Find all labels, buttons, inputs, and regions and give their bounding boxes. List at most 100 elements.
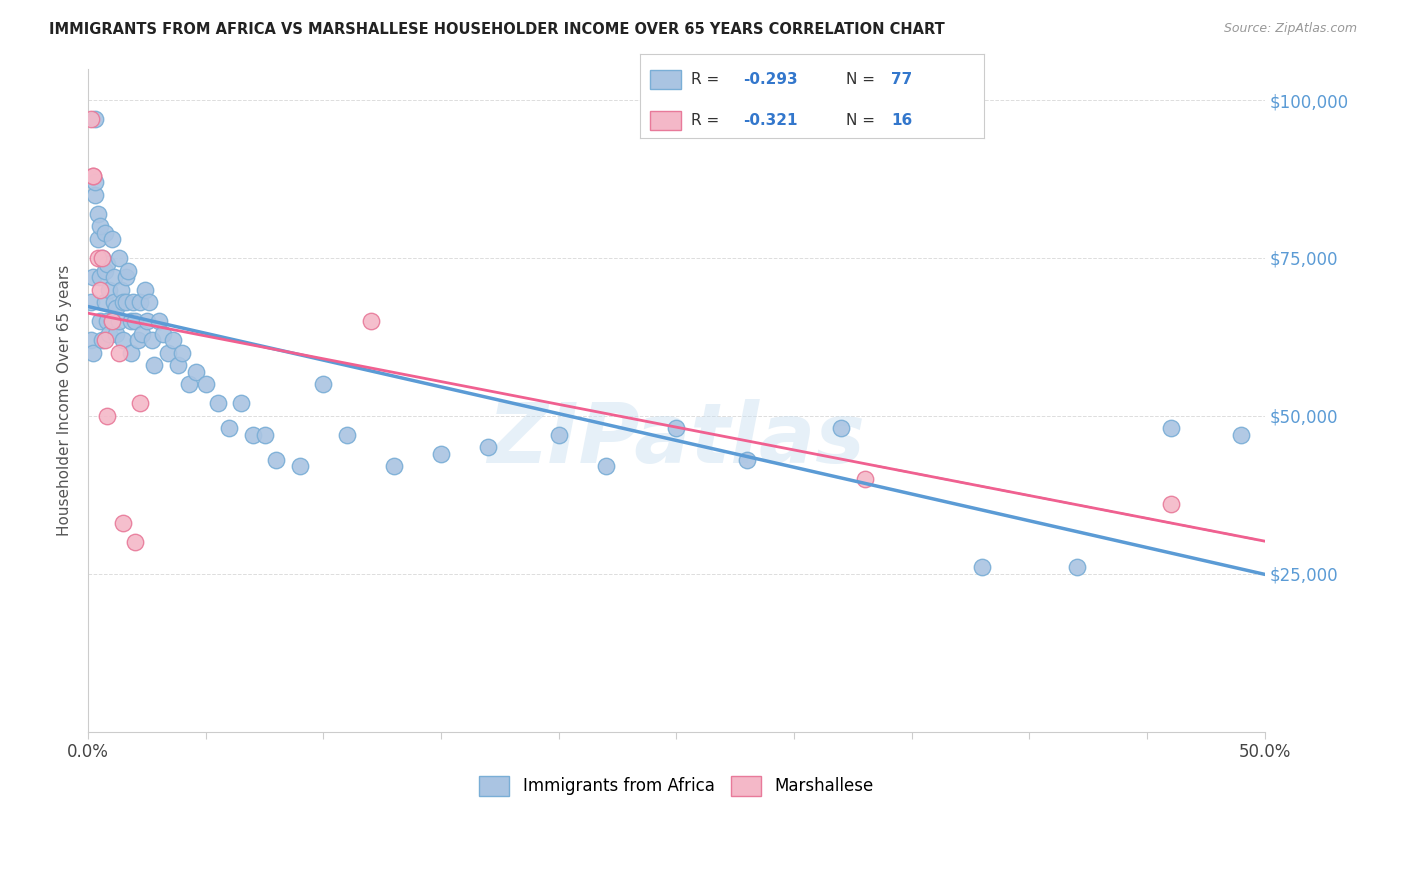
Point bbox=[91, 333, 114, 347]
Point bbox=[100, 232, 122, 246]
Point bbox=[79, 112, 101, 126]
Point bbox=[1066, 560, 1088, 574]
Point bbox=[312, 377, 335, 392]
Point bbox=[124, 314, 146, 328]
Point bbox=[89, 269, 111, 284]
Text: Source: ZipAtlas.com: Source: ZipAtlas.com bbox=[1223, 22, 1357, 36]
Point bbox=[179, 377, 201, 392]
Point bbox=[665, 421, 688, 435]
Point bbox=[96, 314, 118, 328]
Point bbox=[547, 427, 569, 442]
Point bbox=[229, 396, 252, 410]
Point bbox=[124, 535, 146, 549]
Point bbox=[266, 453, 288, 467]
Point bbox=[121, 295, 143, 310]
Point bbox=[166, 359, 188, 373]
Point bbox=[735, 453, 758, 467]
Text: IMMIGRANTS FROM AFRICA VS MARSHALLESE HOUSEHOLDER INCOME OVER 65 YEARS CORRELATI: IMMIGRANTS FROM AFRICA VS MARSHALLESE HO… bbox=[49, 22, 945, 37]
Point bbox=[138, 295, 160, 310]
Y-axis label: Householder Income Over 65 years: Householder Income Over 65 years bbox=[58, 264, 72, 536]
Point bbox=[242, 427, 264, 442]
Point bbox=[141, 333, 163, 347]
Point bbox=[360, 314, 382, 328]
Point bbox=[143, 359, 166, 373]
Point bbox=[107, 251, 129, 265]
Point bbox=[112, 333, 135, 347]
Point bbox=[131, 326, 153, 341]
Text: 16: 16 bbox=[891, 113, 912, 128]
Point bbox=[96, 257, 118, 271]
Point bbox=[91, 251, 114, 265]
Point bbox=[110, 283, 132, 297]
Text: ZIPatlas: ZIPatlas bbox=[488, 400, 866, 480]
Point bbox=[1160, 497, 1182, 511]
Point bbox=[98, 326, 121, 341]
Point bbox=[186, 365, 208, 379]
Point bbox=[117, 263, 139, 277]
Point bbox=[84, 175, 107, 189]
Point bbox=[1230, 427, 1253, 442]
Point bbox=[89, 314, 111, 328]
Point bbox=[120, 345, 142, 359]
Point bbox=[120, 314, 142, 328]
Point bbox=[972, 560, 994, 574]
Point bbox=[477, 441, 499, 455]
Point bbox=[86, 232, 108, 246]
Point bbox=[86, 207, 108, 221]
Point bbox=[127, 333, 149, 347]
Point bbox=[105, 301, 128, 316]
Point bbox=[134, 283, 156, 297]
Point bbox=[79, 295, 101, 310]
Text: -0.321: -0.321 bbox=[744, 113, 797, 128]
Point bbox=[162, 333, 184, 347]
Text: -0.293: -0.293 bbox=[744, 72, 797, 87]
Point bbox=[91, 251, 114, 265]
Point bbox=[96, 409, 118, 423]
Point bbox=[114, 295, 136, 310]
Point bbox=[100, 314, 122, 328]
Point bbox=[82, 169, 104, 183]
Point bbox=[207, 396, 229, 410]
Point bbox=[288, 459, 311, 474]
Point bbox=[114, 269, 136, 284]
Point bbox=[103, 269, 125, 284]
Point bbox=[172, 345, 194, 359]
Point bbox=[194, 377, 217, 392]
FancyBboxPatch shape bbox=[650, 112, 681, 130]
Point bbox=[82, 169, 104, 183]
Point bbox=[129, 396, 152, 410]
Point bbox=[98, 283, 121, 297]
Point bbox=[382, 459, 405, 474]
Point bbox=[93, 263, 115, 277]
FancyBboxPatch shape bbox=[650, 70, 681, 89]
Point bbox=[89, 283, 111, 297]
Point bbox=[82, 269, 104, 284]
Point bbox=[430, 447, 453, 461]
Point bbox=[100, 314, 122, 328]
Point bbox=[595, 459, 617, 474]
Point bbox=[853, 472, 876, 486]
Legend: Immigrants from Africa, Marshallese: Immigrants from Africa, Marshallese bbox=[472, 769, 880, 803]
Text: 77: 77 bbox=[891, 72, 912, 87]
Point bbox=[84, 112, 107, 126]
Point bbox=[82, 345, 104, 359]
Point bbox=[93, 333, 115, 347]
Text: N =: N = bbox=[846, 113, 880, 128]
Point bbox=[84, 187, 107, 202]
Text: R =: R = bbox=[692, 113, 724, 128]
Point bbox=[112, 295, 135, 310]
Point bbox=[107, 345, 129, 359]
Point bbox=[253, 427, 276, 442]
Point bbox=[336, 427, 359, 442]
Point bbox=[89, 219, 111, 234]
Point bbox=[86, 251, 108, 265]
Point bbox=[136, 314, 159, 328]
Point bbox=[218, 421, 240, 435]
Point bbox=[157, 345, 180, 359]
Text: R =: R = bbox=[692, 72, 724, 87]
Text: N =: N = bbox=[846, 72, 880, 87]
Point bbox=[103, 295, 125, 310]
Point bbox=[79, 333, 101, 347]
Point bbox=[112, 516, 135, 531]
Point bbox=[1160, 421, 1182, 435]
